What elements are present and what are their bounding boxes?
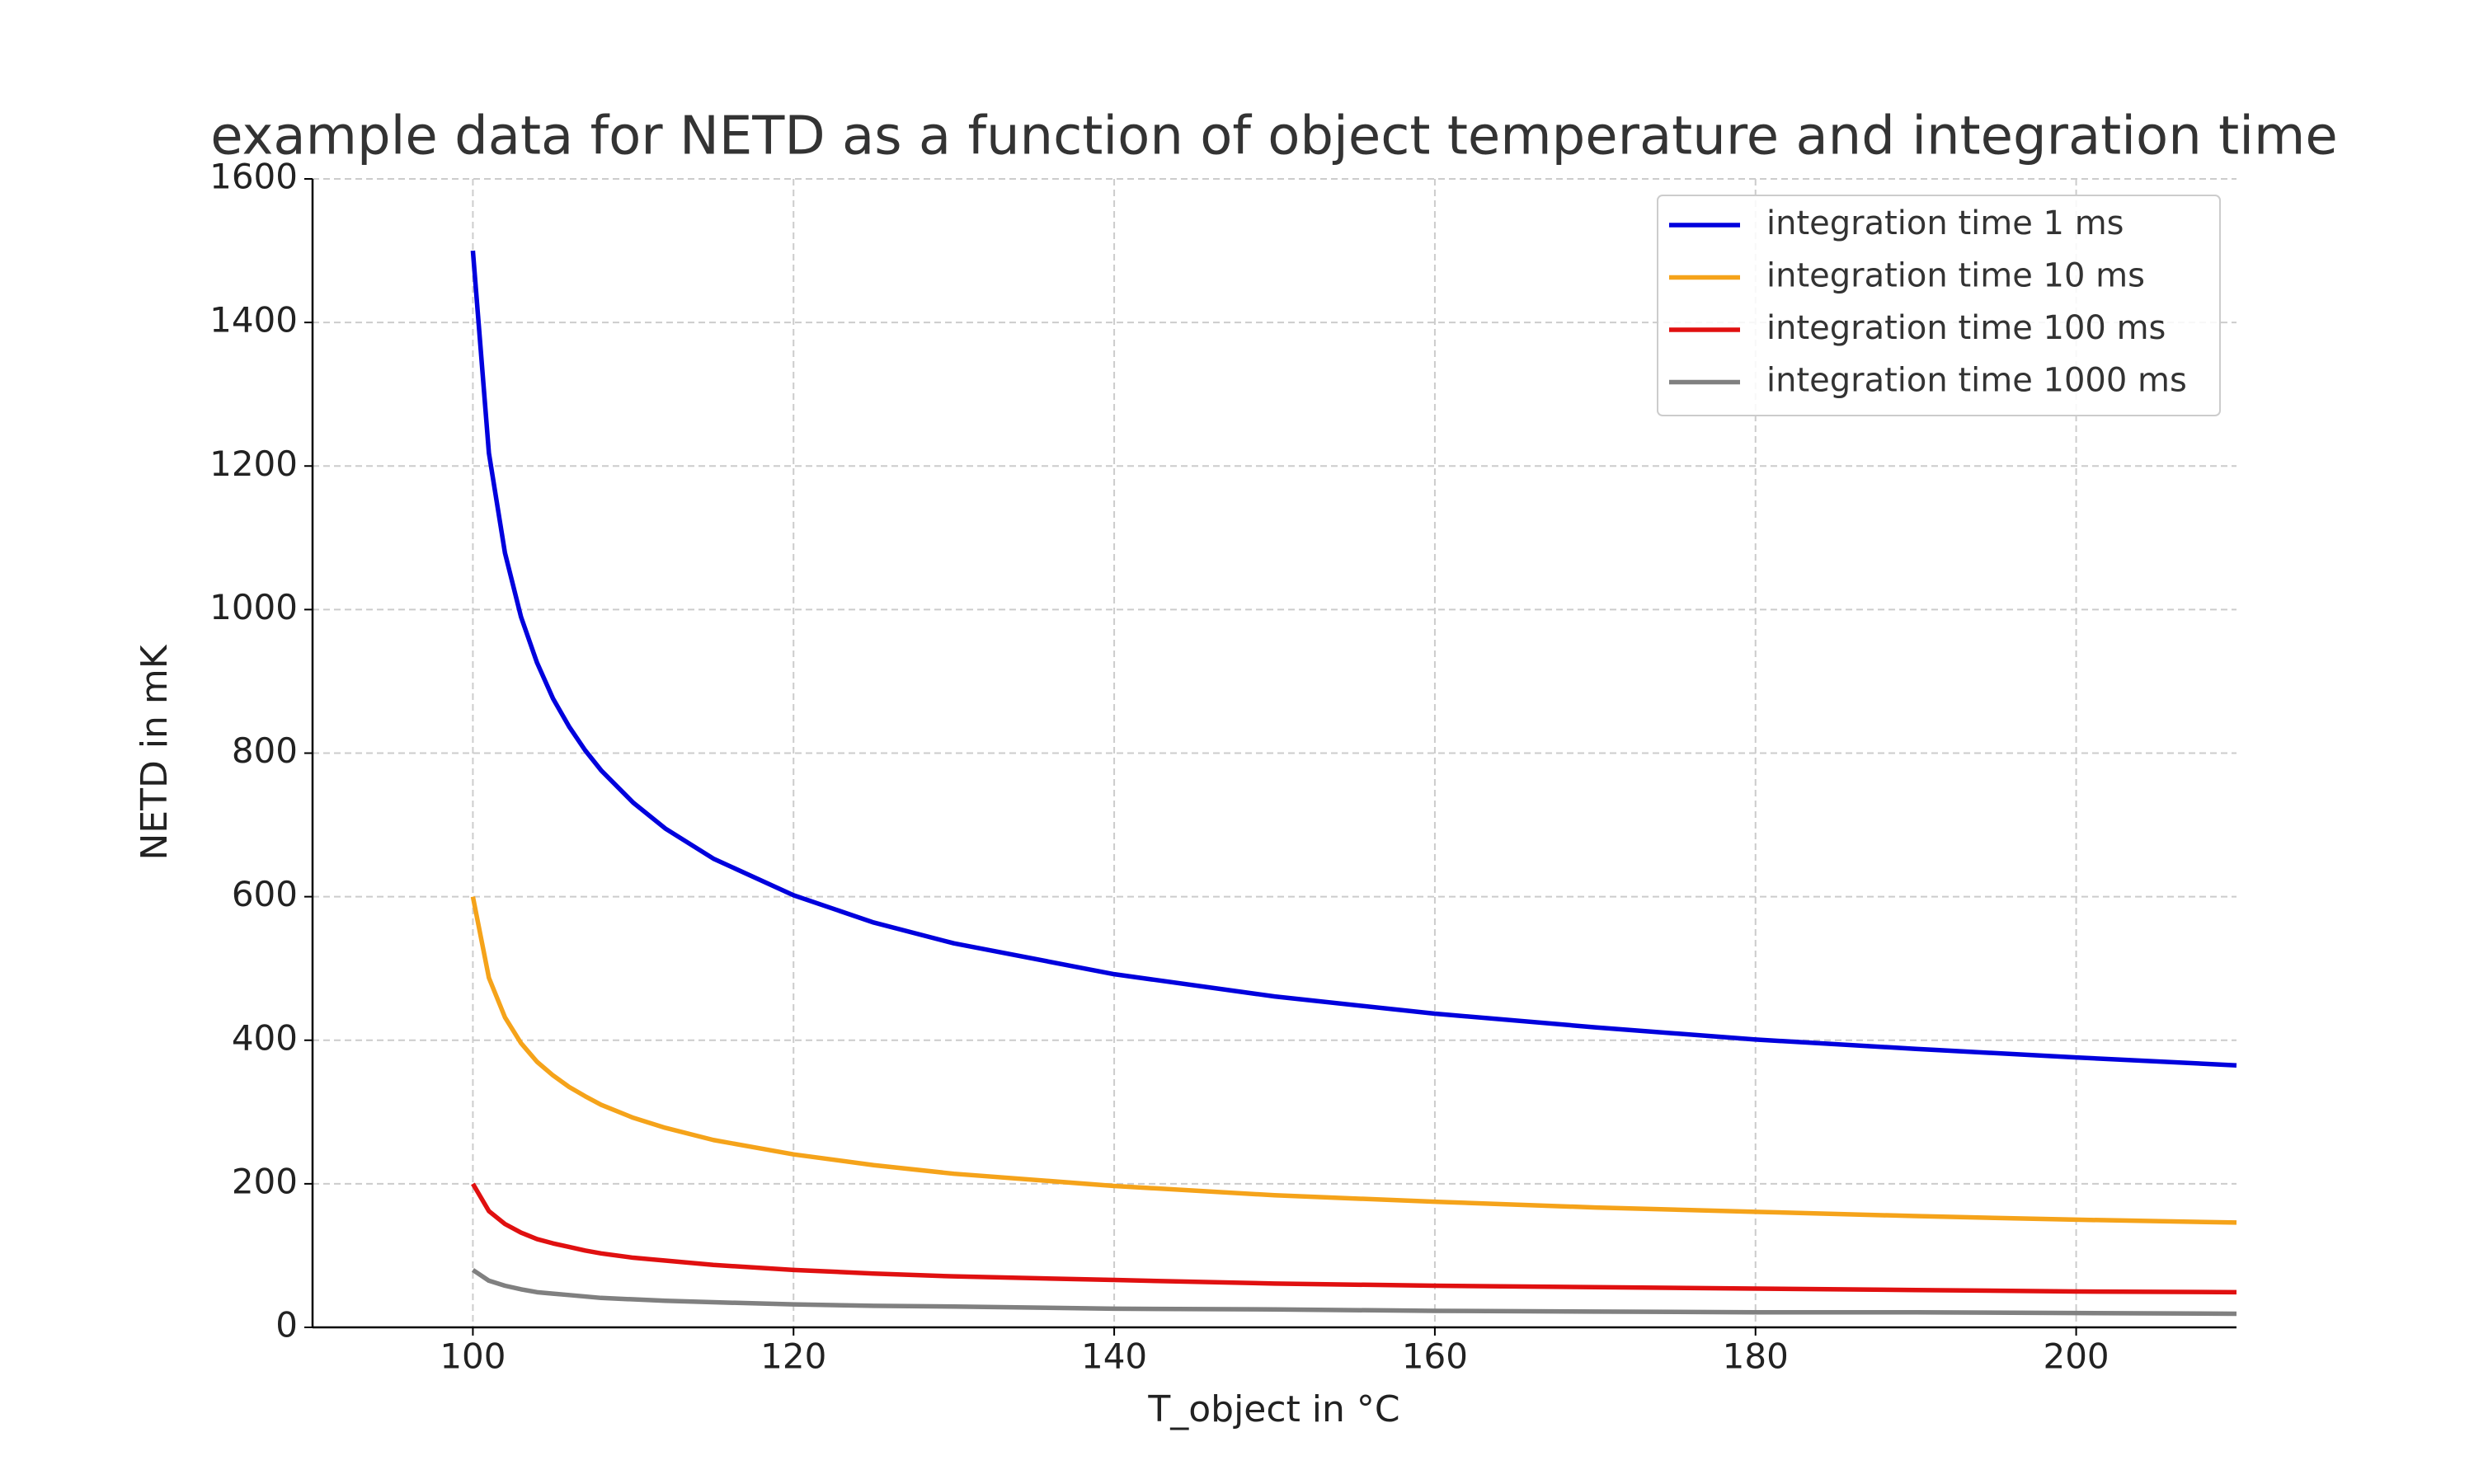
legend-label: integration time 1000 ms (1766, 362, 2187, 400)
x-axis-label: T_object in °C (1147, 1388, 1399, 1430)
series-line (470, 250, 2237, 1068)
legend-label: integration time 100 ms (1766, 309, 2166, 347)
series-line (470, 896, 2237, 1225)
y-tick-label: 400 (232, 1017, 298, 1058)
y-tick-label: 1200 (209, 444, 298, 484)
legend-label: integration time 1 ms (1766, 204, 2124, 242)
series-line (471, 1182, 2237, 1295)
y-tick-label: 1000 (209, 587, 298, 627)
legend-label: integration time 10 ms (1766, 257, 2145, 295)
x-tick-label: 160 (1402, 1336, 1468, 1377)
x-tick-label: 200 (2043, 1336, 2109, 1377)
y-tick-label: 200 (232, 1161, 298, 1201)
x-tick-label: 180 (1723, 1336, 1789, 1377)
y-tick-label: 600 (232, 874, 298, 914)
series-line (471, 1268, 2237, 1317)
y-tick-label: 1600 (209, 157, 298, 197)
y-tick-label: 1400 (209, 300, 298, 340)
x-tick-label: 140 (1081, 1336, 1147, 1377)
y-axis-label: NETD in mK (134, 644, 176, 860)
y-tick-label: 0 (275, 1305, 298, 1345)
x-tick-label: 120 (760, 1336, 826, 1377)
y-tick-label: 800 (232, 730, 298, 771)
x-tick-label: 100 (440, 1336, 506, 1377)
legend-box (1657, 195, 2221, 416)
chart-title: example data for NETD as a function of o… (210, 106, 2337, 167)
